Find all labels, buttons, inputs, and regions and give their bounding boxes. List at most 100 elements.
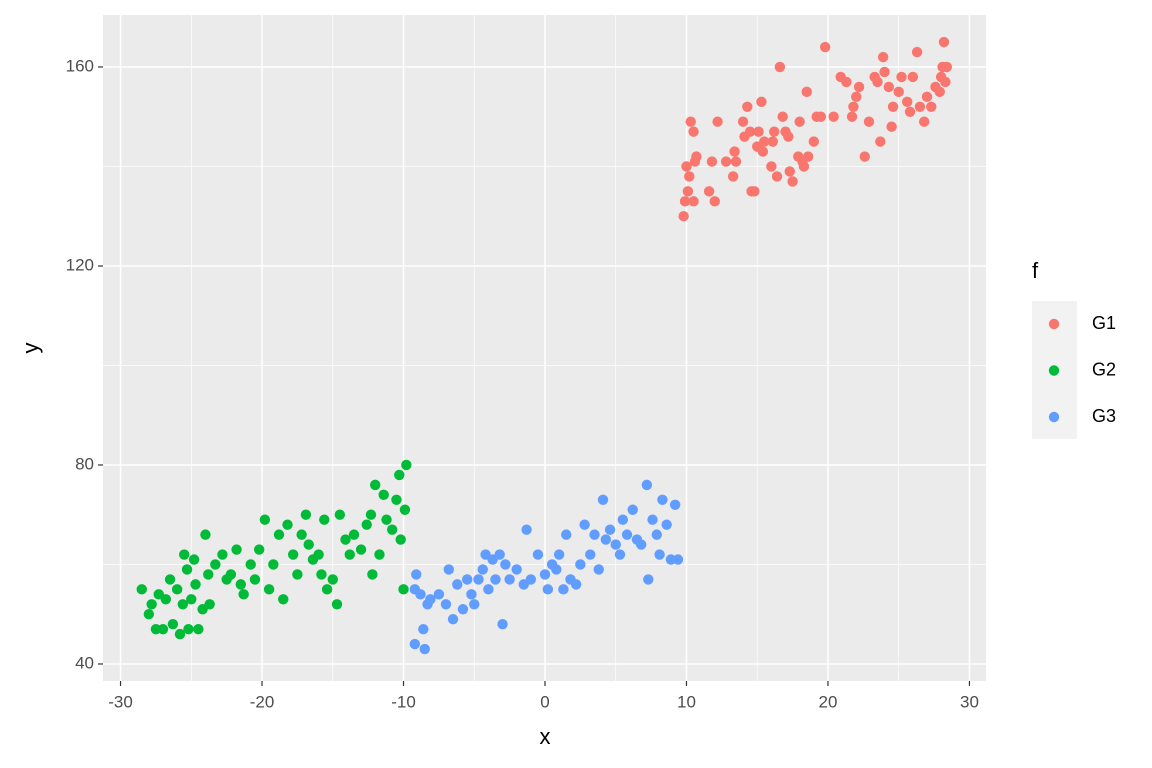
point <box>171 584 183 595</box>
point <box>757 146 769 157</box>
point <box>896 71 907 83</box>
point <box>681 161 692 172</box>
point <box>709 196 720 207</box>
point <box>669 499 681 510</box>
point <box>452 579 463 590</box>
point <box>282 519 293 530</box>
point <box>411 569 422 580</box>
point <box>808 136 820 147</box>
point <box>819 41 831 53</box>
point <box>303 539 314 550</box>
point <box>651 529 662 540</box>
legend-key <box>1048 411 1060 423</box>
point <box>419 643 430 655</box>
x-tick-label: 30 <box>960 692 979 711</box>
point <box>401 459 412 471</box>
point <box>783 131 794 142</box>
point <box>684 171 695 182</box>
point <box>712 116 723 127</box>
point <box>756 96 767 108</box>
point <box>938 36 950 48</box>
point <box>287 549 299 560</box>
point <box>901 96 913 108</box>
point <box>730 156 742 167</box>
point <box>787 176 798 187</box>
legend-key <box>1048 365 1060 376</box>
legend-label: G3 <box>1092 406 1116 426</box>
x-axis-title: x <box>540 724 551 749</box>
point <box>579 519 590 530</box>
point <box>466 589 477 600</box>
point <box>193 623 204 635</box>
point <box>511 564 522 575</box>
point <box>477 564 488 575</box>
point <box>643 574 654 585</box>
point <box>706 156 718 167</box>
point <box>774 61 786 73</box>
point <box>604 524 616 535</box>
point <box>204 599 215 610</box>
point <box>160 594 172 605</box>
x-tick-label: 10 <box>677 692 696 711</box>
point <box>394 469 405 481</box>
point <box>183 623 194 635</box>
point <box>395 534 406 545</box>
point <box>742 101 753 112</box>
point <box>685 116 696 127</box>
point <box>802 151 814 162</box>
point <box>801 86 812 98</box>
point <box>729 146 740 157</box>
point <box>365 509 377 520</box>
point <box>361 519 372 530</box>
x-tick-label: -20 <box>250 692 275 711</box>
point <box>872 76 883 88</box>
point <box>647 514 658 525</box>
point <box>433 589 445 600</box>
x-tick-label: -30 <box>108 692 133 711</box>
point <box>585 549 596 560</box>
point <box>447 614 459 625</box>
point <box>334 509 346 520</box>
point <box>589 529 600 540</box>
point <box>921 91 933 103</box>
point <box>235 579 247 590</box>
point <box>483 584 494 595</box>
point <box>678 211 689 222</box>
point <box>851 91 862 103</box>
point <box>914 101 926 112</box>
point <box>136 584 147 595</box>
point <box>181 564 193 575</box>
point <box>457 604 469 615</box>
point <box>469 599 480 610</box>
point <box>744 126 756 137</box>
point <box>490 574 501 585</box>
point <box>846 111 858 122</box>
point <box>575 559 586 570</box>
point <box>399 504 411 515</box>
grid <box>103 15 986 681</box>
y-tick-label: 160 <box>66 56 94 75</box>
point <box>600 534 612 545</box>
point <box>440 599 452 610</box>
point <box>143 609 155 620</box>
point <box>940 76 951 88</box>
point <box>893 86 904 98</box>
point <box>767 136 778 147</box>
point <box>759 136 770 147</box>
point <box>904 106 916 117</box>
point <box>249 574 261 585</box>
point <box>443 564 454 575</box>
point <box>614 549 626 560</box>
point <box>167 618 179 630</box>
point <box>841 76 852 88</box>
point <box>238 589 249 600</box>
point <box>253 544 265 555</box>
point <box>863 116 875 127</box>
legend-title: f <box>1032 258 1039 283</box>
point <box>188 554 200 565</box>
axes: -30 -20 -10 0 10 20 30 40 80 120 160 <box>66 56 979 711</box>
point <box>539 569 551 580</box>
point <box>597 494 609 506</box>
point <box>409 638 421 650</box>
